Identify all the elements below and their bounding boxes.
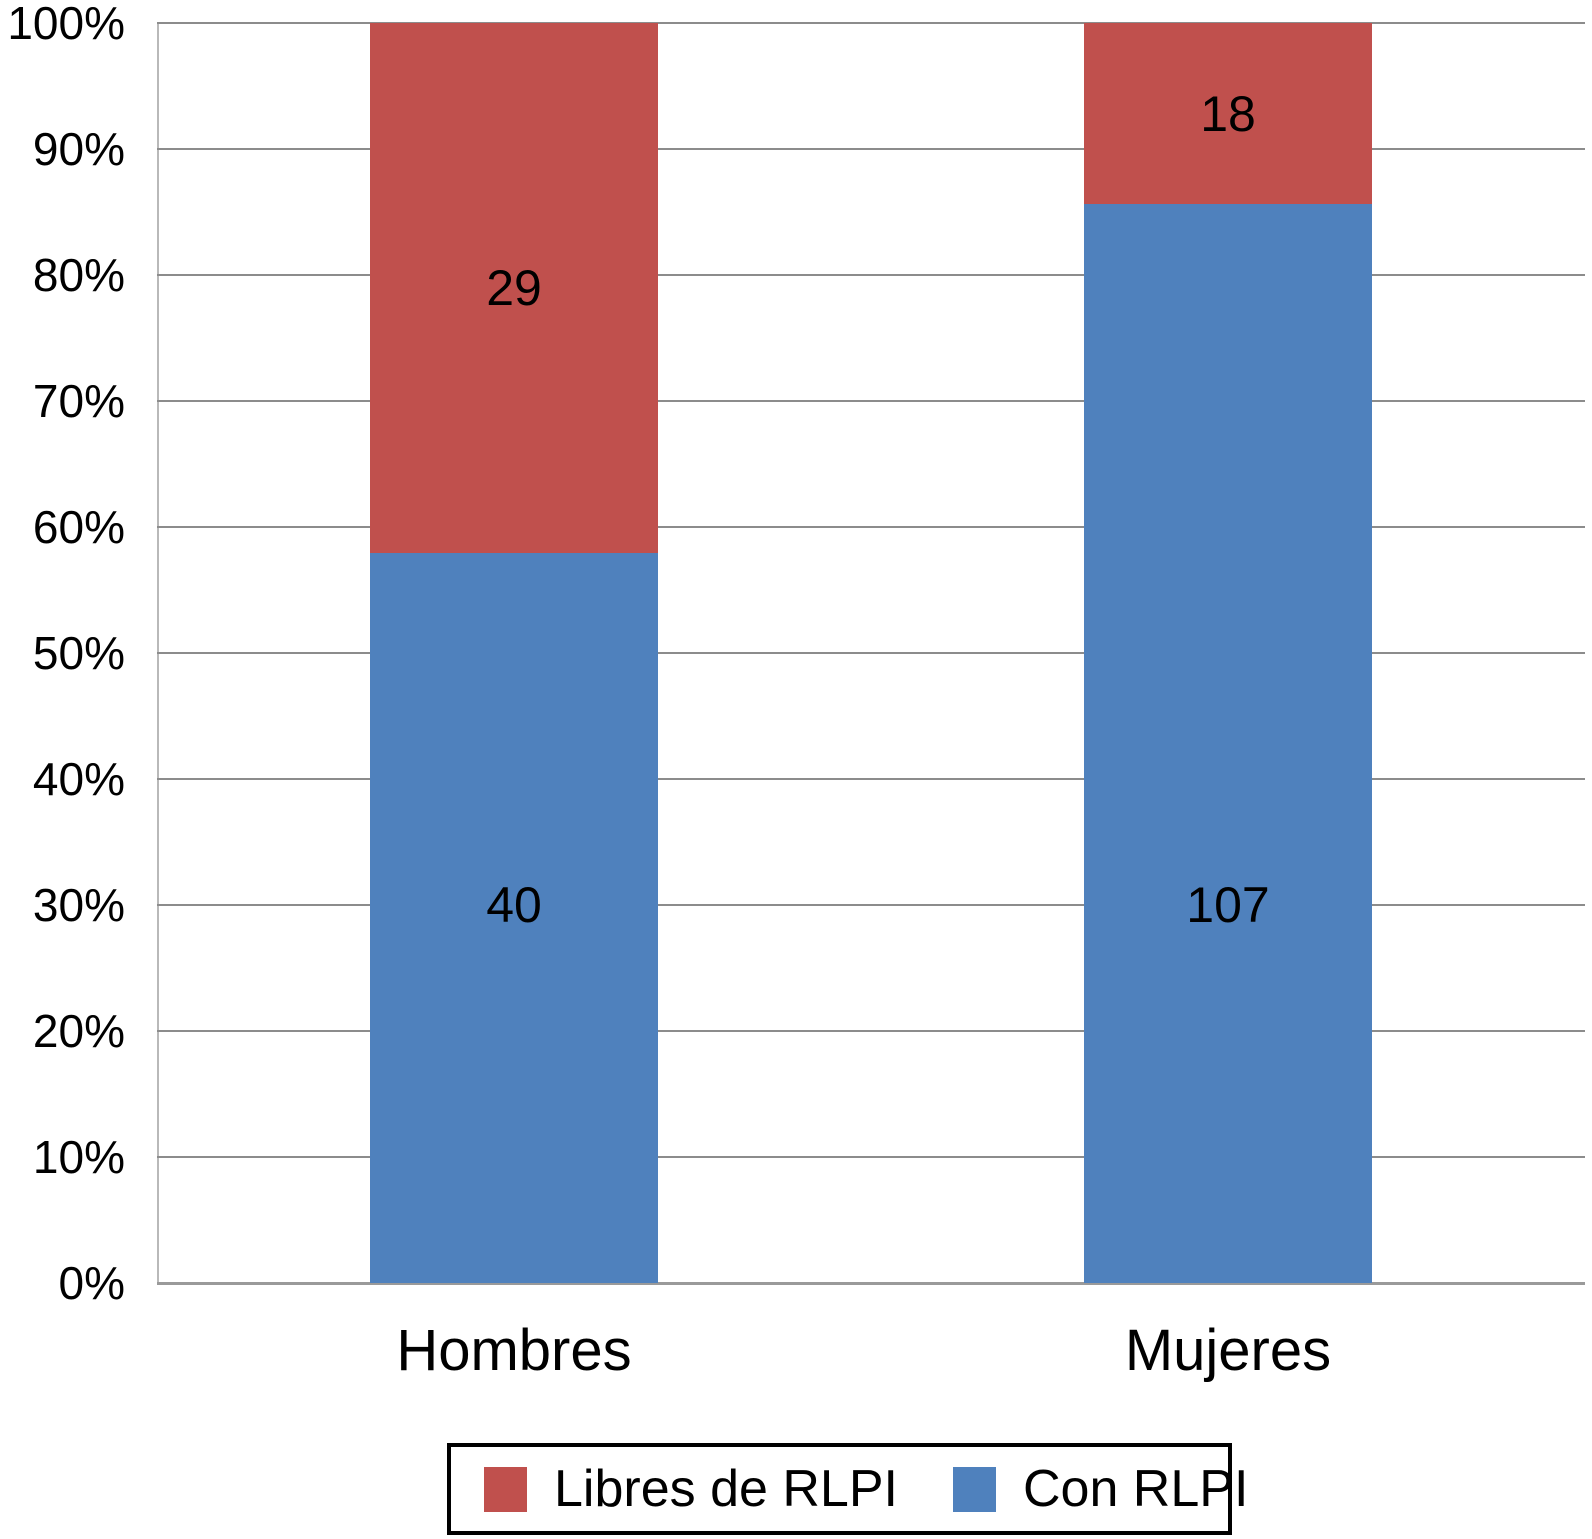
legend-label: Con RLPI (1022, 1460, 1249, 1518)
segment-hombres-con-rlpi (370, 552, 658, 1283)
gridline-30 (157, 904, 1585, 906)
legend-label: Libres de RLPI (554, 1460, 898, 1518)
legend-swatch-icon (952, 1466, 996, 1512)
gridline-40 (157, 778, 1585, 780)
y-axis-tick-label: 10% (32, 1131, 125, 1183)
y-axis-tick-label: 0% (58, 1257, 125, 1309)
gridline-80 (157, 274, 1585, 276)
y-axis-tick-label: 80% (32, 249, 125, 301)
gridline-100 (157, 22, 1585, 24)
legend-item-con-rlpi: Con RLPI (952, 1460, 1249, 1518)
bar-mujeres: 18 107 (1084, 23, 1372, 1283)
segment-mujeres-libres-de-rlpi (1084, 23, 1372, 205)
segment-hombres-libres-de-rlpi (370, 23, 658, 553)
y-axis-tick-label: 90% (32, 123, 125, 175)
y-axis-tick-label: 50% (32, 627, 125, 679)
value-label: 29 (486, 259, 542, 316)
x-axis-baseline (157, 1282, 1585, 1285)
x-axis-category-label: Hombres (396, 1318, 632, 1383)
value-label: 18 (1200, 85, 1256, 142)
x-axis-category-label: Mujeres (1124, 1318, 1332, 1383)
legend: Libres de RLPI Con RLPI (447, 1443, 1248, 1535)
value-label: 40 (486, 877, 542, 933)
bar-hombres: 29 40 (370, 23, 658, 1283)
gridline-70 (157, 400, 1585, 402)
y-axis-tick-label: 100% (7, 0, 125, 49)
value-label: 107 (1186, 877, 1270, 933)
legend-item-libres-de-rlpi: Libres de RLPI (484, 1463, 898, 1515)
y-axis-tick-label: 60% (32, 501, 125, 553)
gridline-60 (157, 526, 1585, 528)
gridline-20 (157, 1030, 1585, 1032)
gridline-50 (157, 652, 1585, 654)
legend-swatch-icon (484, 1466, 527, 1512)
segment-mujeres-con-rlpi (1084, 204, 1372, 1283)
gridline-10 (157, 1156, 1585, 1158)
y-axis-tick-label: 30% (32, 879, 125, 931)
y-axis-tick-label: 40% (32, 753, 125, 805)
y-axis-tick-label: 20% (32, 1005, 125, 1057)
y-axis-tick-label: 70% (32, 375, 125, 427)
gridline-90 (157, 148, 1585, 150)
